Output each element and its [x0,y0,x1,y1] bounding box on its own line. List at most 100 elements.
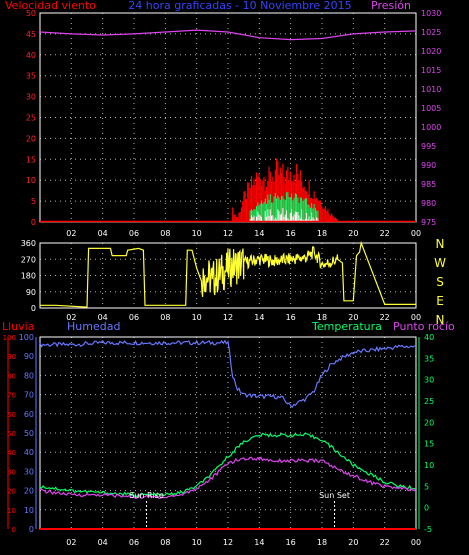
temp-y-tick-label: 15 [424,440,434,449]
pressure-y-tick-label: 1020 [421,47,441,56]
lower-x-tick-label: 06 [129,538,139,547]
wind-y-tick-label: 40 [26,51,36,60]
humidity-y-tick-label: 20 [24,487,34,496]
wind-y-tick-label: 30 [26,93,36,102]
pressure-y-tick-label: 1030 [421,9,441,18]
direction-y-tick-label: 90 [26,288,36,297]
humidity-y-tick-label: 50 [24,429,34,438]
wind-x-tick-label: 10 [192,229,202,238]
direction-x-tick-label: 16 [286,313,296,322]
rain-y-tick-label: 30 [7,468,16,476]
direction-x-tick-label: 00 [411,313,421,322]
series-temperatura [39,432,417,498]
direction-line [40,240,416,308]
humidity-y-tick-label: 30 [24,467,34,476]
lower-x-tick-label: 16 [286,538,296,547]
wind-x-tick-label: 08 [160,229,170,238]
direction-x-tick-label: 22 [380,313,390,322]
direction-x-tick-label: 14 [254,313,264,322]
direction-y-tick-label: 180 [21,272,36,281]
temp-y-tick-label: -5 [424,525,432,534]
temp-y-tick-label: 35 [424,354,434,363]
temp-y-tick-label: 0 [424,504,429,513]
lower-x-tick-label: 20 [348,538,358,547]
wind-x-tick-label: 20 [348,229,358,238]
pressure-y-tick-label: 995 [421,142,436,151]
direction-y-tick-label: 360 [21,239,36,248]
pressure-y-tick-label: 1010 [421,85,441,94]
lower-x-tick-label: 14 [254,538,264,547]
humidity-y-tick-label: 10 [24,506,34,515]
pressure-y-tick-label: 990 [421,161,436,170]
pressure-y-tick-label: 985 [421,180,436,189]
rain-y-tick-label: 80 [7,372,16,380]
sunrise-label: Sun Rise [129,491,164,500]
dewpoint-label: Punto rocío [393,320,455,333]
humidity-y-tick-label: 90 [24,352,34,361]
wind-x-tick-label: 00 [411,229,421,238]
pressure-y-tick-label: 1000 [421,123,441,132]
wind-x-tick-label: 02 [66,229,76,238]
wind-x-tick-label: 16 [286,229,296,238]
lower-x-tick-label: 02 [66,538,76,547]
temperature-label: Temperatura [311,320,382,333]
series-humedad [39,339,417,408]
wind-y-tick-label: 10 [26,176,36,185]
pressure-y-tick-label: 975 [421,218,436,227]
wind-x-tick-label: 04 [98,229,108,238]
rain-y-tick-label: 70 [7,392,16,400]
wind-y-tick-label: 5 [31,197,36,206]
rain-y-tick-label: 40 [7,449,16,457]
pressure-line [39,29,417,41]
temp-y-tick-label: 25 [424,397,434,406]
compass-label-e: E [436,294,444,308]
wind-x-tick-label: 12 [223,229,233,238]
wind-y-tick-label: 25 [26,114,36,123]
humidity-y-tick-label: 40 [24,448,34,457]
wind-y-tick-label: 35 [26,72,36,81]
rain-label: Lluvia [2,320,34,333]
direction-x-tick-label: 02 [66,313,76,322]
lower-x-tick-label: 04 [98,538,108,547]
wind-y-tick-label: 15 [26,155,36,164]
lower-x-tick-label: 22 [380,538,390,547]
chart-title: 24 hora graficadas - 10 Noviembre 2015 [128,0,351,12]
compass-label-n: N [436,313,445,327]
pressure-y-tick-label: 1025 [421,28,441,37]
wind-x-tick-label: 06 [129,229,139,238]
direction-x-tick-label: 18 [317,313,327,322]
temp-y-tick-label: 10 [424,461,434,470]
rain-y-tick-label: 50 [7,430,16,438]
wind-frame [39,12,417,223]
rain-y-tick-label: 60 [7,411,16,419]
sunset-label: Sun Set [319,491,350,500]
humidity-label: Humedad [67,320,120,333]
temp-y-tick-label: 20 [424,418,434,427]
rain-y-tick-label: 20 [7,488,16,496]
humidity-y-tick-label: 100 [19,333,34,342]
compass-label-w: W [434,256,446,270]
rain-y-tick-label: 100 [3,334,16,342]
humidity-y-tick-label: 60 [24,410,34,419]
lower-x-tick-label: 10 [192,538,202,547]
pressure-label: Presión [371,0,411,12]
lower-x-tick-label: 08 [160,538,170,547]
rain-y-tick-label: 10 [7,507,16,515]
direction-x-tick-label: 10 [192,313,202,322]
wind-pressure-panel: 0510152025303540455097598098599099510001… [26,9,442,238]
wind-y-tick-label: 20 [26,134,36,143]
wind-y-tick-label: 50 [26,9,36,18]
lower-x-tick-label: 12 [223,538,233,547]
lower-x-tick-label: 00 [411,538,421,547]
humidity-y-tick-label: 70 [24,391,34,400]
direction-y-tick-label: 0 [31,304,36,313]
direction-x-tick-label: 04 [98,313,108,322]
compass-label-s: S [436,275,444,289]
rain-y-tick-label: 90 [7,353,16,361]
wind-x-tick-label: 14 [254,229,264,238]
pressure-y-tick-label: 980 [421,199,436,208]
direction-x-tick-label: 12 [223,313,233,322]
